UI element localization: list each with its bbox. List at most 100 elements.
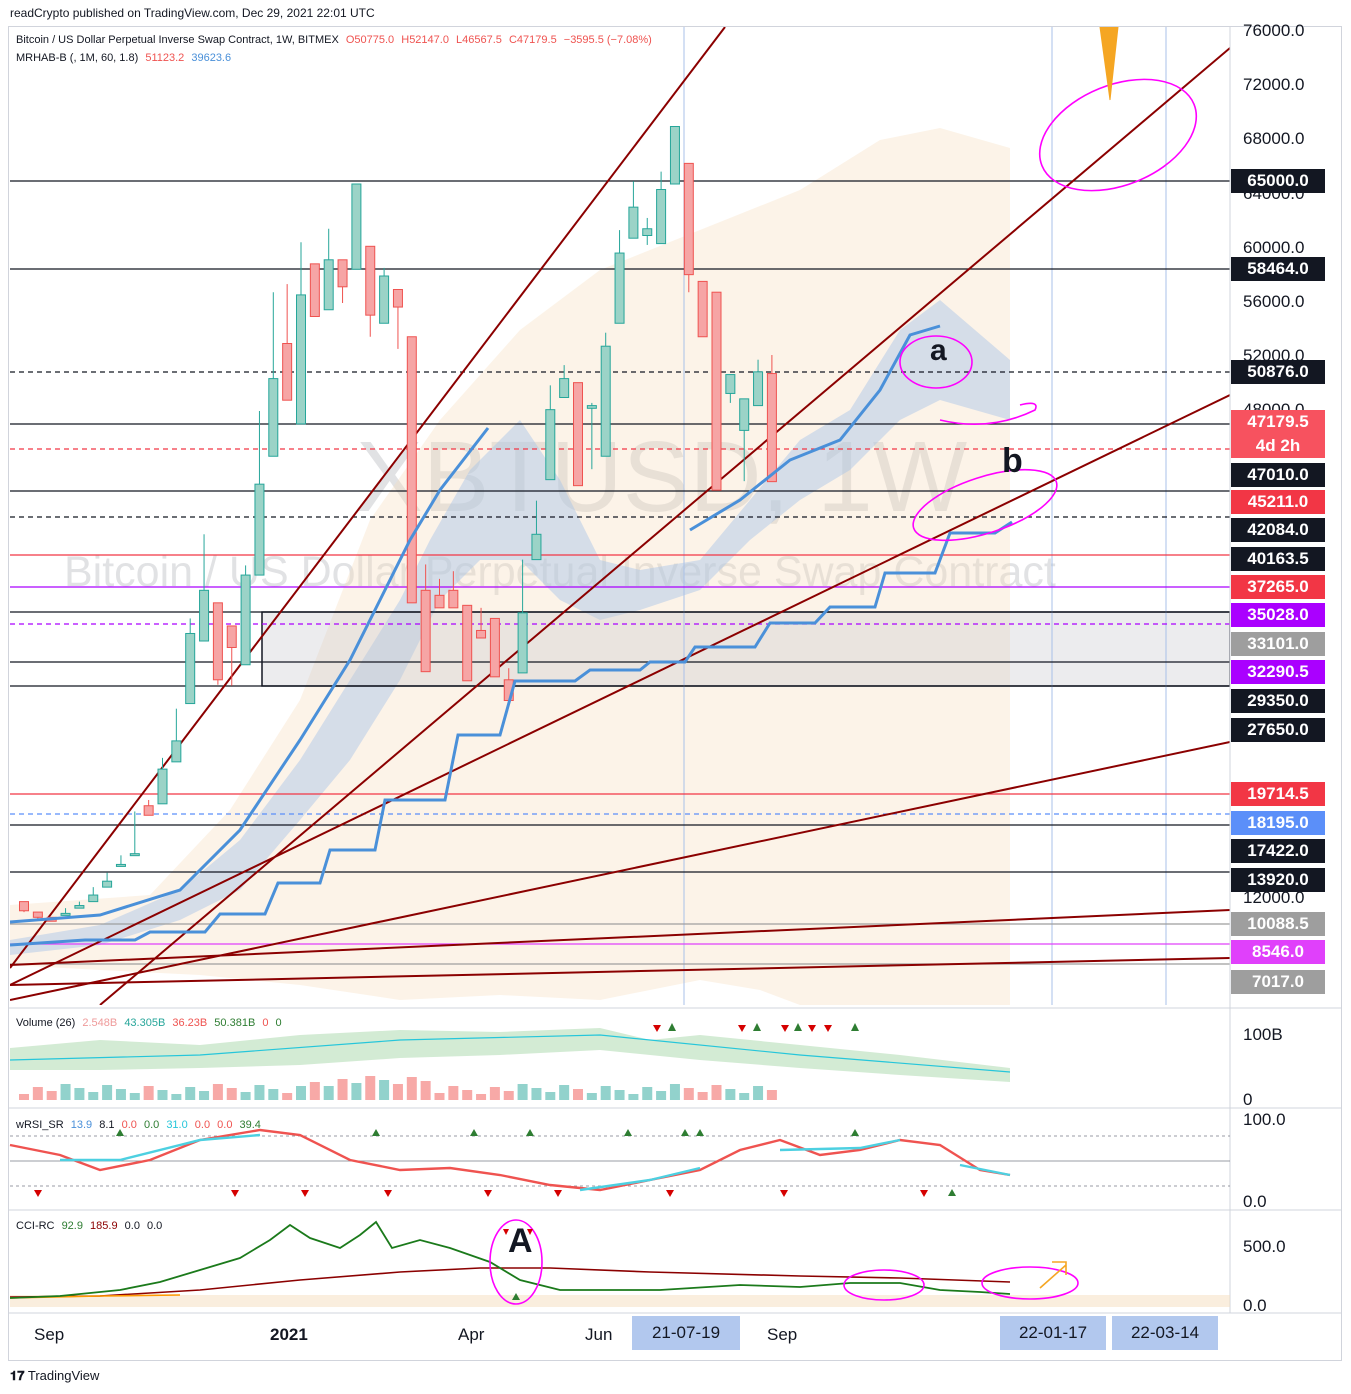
candle-body-32 xyxy=(462,604,473,682)
candle-body-21 xyxy=(309,263,320,318)
indicator-value-1: 51123.2 xyxy=(145,52,185,64)
wrsi-v4: 0.0 xyxy=(143,1119,160,1131)
volume-bar-50 xyxy=(711,1085,722,1100)
bollinger-envelope xyxy=(10,128,1010,1005)
volume-bar-14 xyxy=(212,1084,223,1100)
candle-body-20 xyxy=(296,294,306,425)
price-label-21: 7017.0 xyxy=(1231,970,1325,994)
candle-body-31 xyxy=(448,589,459,609)
volume-bar-37 xyxy=(531,1088,542,1100)
volume-signal-6 xyxy=(808,1025,816,1032)
volume-bar-53 xyxy=(753,1086,764,1100)
candle-body-18 xyxy=(268,378,279,457)
x-label-sep-2021: Sep xyxy=(767,1325,798,1344)
volume-signal-0 xyxy=(653,1025,661,1032)
volume-bar-9 xyxy=(143,1086,154,1100)
wrsi-signal-2 xyxy=(231,1190,239,1197)
volume-bar-11 xyxy=(171,1094,182,1100)
volume-bar-33 xyxy=(476,1094,487,1100)
volume-legend: Volume (26) 2.548B 43.305B 36.23B 50.381… xyxy=(16,1017,286,1029)
wrsi-signal-13 xyxy=(696,1129,704,1136)
volume-bar-18 xyxy=(268,1089,279,1100)
price-label-8: 40163.5 xyxy=(1231,547,1325,571)
volume-bar-43 xyxy=(614,1090,625,1100)
x-box-22-01-17: 22-01-17 xyxy=(1000,1316,1106,1350)
price-label-0: 65000.0 xyxy=(1231,169,1325,193)
volume-bar-19 xyxy=(282,1093,293,1100)
published-caption: readCrypto published on TradingView.com,… xyxy=(10,6,375,20)
trendline-4 xyxy=(10,909,1230,966)
candle-body-19 xyxy=(282,343,293,401)
circle-cci-1 xyxy=(843,1269,925,1301)
indicator-legend: MRHAB-B (, 1M, 60, 1.8) 51123.2 39623.6 xyxy=(16,52,235,64)
price-label-13: 29350.0 xyxy=(1231,689,1325,713)
cci-signal-down-1 xyxy=(503,1229,509,1235)
x-label-jun: Jun xyxy=(585,1325,613,1344)
watermark-ticker: XBTUSD, 1W xyxy=(356,420,967,535)
candle-body-28 xyxy=(406,336,417,604)
volume-cloud xyxy=(10,1028,1010,1082)
wrsi-v2: 8.1 xyxy=(99,1119,115,1131)
cci-fast-line xyxy=(9,1220,1011,1299)
volume-bar-22 xyxy=(323,1086,334,1100)
cci-up-arrow xyxy=(1039,1261,1067,1289)
candle-body-52 xyxy=(739,398,750,431)
candle-body-46 xyxy=(656,189,667,245)
volume-signal-7 xyxy=(824,1025,832,1032)
volume-bar-5 xyxy=(88,1092,99,1100)
price-axis-tick-4: 60000.0 xyxy=(1243,238,1305,257)
wrsi-signal-5 xyxy=(384,1190,392,1197)
volume-v2: 43.305B xyxy=(124,1017,166,1029)
x-box-22-03-14: 22-03-14 xyxy=(1112,1316,1218,1350)
volume-bar-36 xyxy=(517,1084,528,1100)
volume-bar-1 xyxy=(32,1087,43,1100)
cci-legend: CCI-RC 92.9 185.9 0.0 0.0 xyxy=(16,1220,166,1232)
candle-body-5 xyxy=(88,894,99,903)
volume-bar-17 xyxy=(254,1085,265,1100)
volume-bar-35 xyxy=(503,1091,514,1100)
price-axis-tick-1: 72000.0 xyxy=(1243,75,1305,94)
wrsi-signal-1 xyxy=(116,1129,124,1136)
ohlc-open: O50775.0 xyxy=(345,34,395,46)
x-label-2021: 2021 xyxy=(270,1325,308,1344)
ohlc-high: H52147.0 xyxy=(401,34,449,46)
ohlc-close: C47179.5 xyxy=(508,34,557,46)
annotation-b: b xyxy=(1002,442,1023,480)
candle-body-16 xyxy=(240,574,251,666)
candle-body-15 xyxy=(226,625,237,648)
wrsi-signal-11 xyxy=(666,1190,674,1197)
volume-bar-24 xyxy=(351,1083,362,1100)
candle-body-40 xyxy=(573,382,583,487)
candle-body-9 xyxy=(143,805,154,816)
candle-body-22 xyxy=(323,259,334,311)
volume-signal-3 xyxy=(753,1023,761,1031)
wrsi-v5: 31.0 xyxy=(166,1119,188,1131)
volume-bar-51 xyxy=(725,1089,736,1100)
candle-body-42 xyxy=(600,345,611,457)
volume-bar-25 xyxy=(365,1076,376,1100)
circle-cci-2 xyxy=(981,1266,1079,1300)
wrsi-v8: 39.4 xyxy=(239,1119,261,1131)
indicator-name: MRHAB-B (, 1M, 60, 1.8) xyxy=(16,52,139,64)
candle-body-13 xyxy=(199,589,210,642)
consolidation-box xyxy=(261,611,1230,687)
cci-v1: 92.9 xyxy=(61,1220,83,1232)
candle-body-54 xyxy=(766,373,777,483)
candle-body-27 xyxy=(392,289,403,308)
candle-body-53 xyxy=(753,371,764,407)
price-label-6: 45211.0 xyxy=(1231,490,1325,514)
candle-body-47 xyxy=(669,126,680,185)
tradingview-footer: 𝟏𝟕 TradingView xyxy=(10,1368,99,1384)
candle-body-39 xyxy=(559,378,570,399)
price-label-7: 42084.0 xyxy=(1231,518,1325,542)
volume-bar-0 xyxy=(19,1094,29,1100)
volume-bar-2 xyxy=(46,1091,57,1100)
price-axis-tick-0: 76000.0 xyxy=(1243,21,1305,40)
symbol-legend: Bitcoin / US Dollar Perpetual Inverse Sw… xyxy=(16,34,656,46)
volume-v4: 50.381B xyxy=(214,1017,256,1029)
volume-signal-4 xyxy=(781,1025,789,1032)
cci-v4: 0.0 xyxy=(147,1220,163,1232)
volume-bar-28 xyxy=(406,1077,417,1100)
price-label-2: 50876.0 xyxy=(1231,360,1325,384)
